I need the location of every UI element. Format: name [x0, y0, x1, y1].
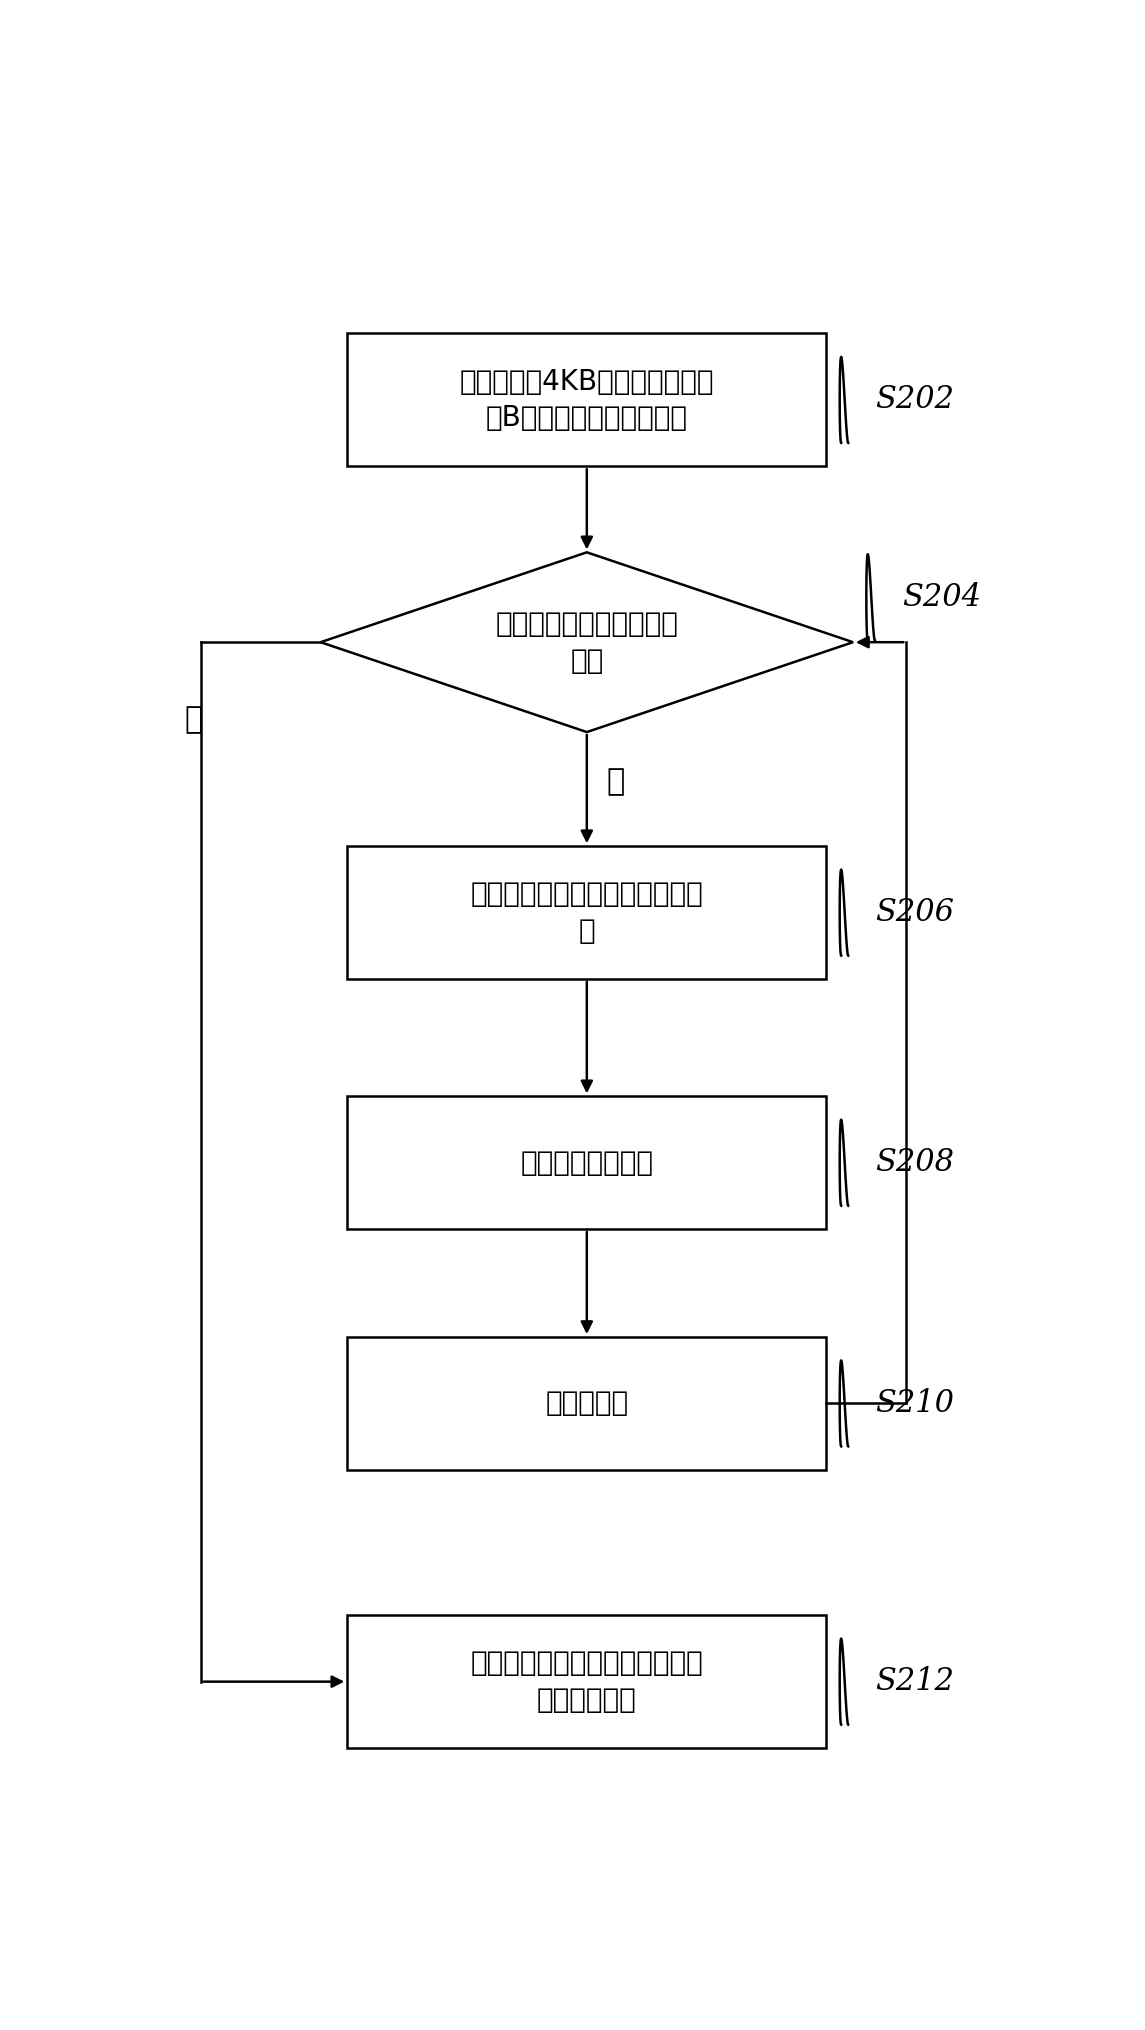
Polygon shape [321, 552, 853, 733]
Text: 更新桶的值: 更新桶的值 [545, 1389, 629, 1417]
Text: 初始化一个4KB的字节数组，记
为B，每个字节称为一个桶: 初始化一个4KB的字节数组，记 为B，每个字节称为一个桶 [459, 367, 714, 432]
Text: 根据最终更新得到的字节数组计
算独立用户数: 根据最终更新得到的字节数组计 算独立用户数 [471, 1648, 703, 1713]
Text: S206: S206 [875, 897, 954, 928]
Text: 否: 否 [184, 704, 203, 733]
Text: 获取桶号及桶的值: 获取桶号及桶的值 [520, 1149, 654, 1177]
Text: S204: S204 [902, 583, 981, 613]
FancyBboxPatch shape [347, 1616, 827, 1748]
Text: 计算待计算用户标识对应的哈希
值: 计算待计算用户标识对应的哈希 值 [471, 881, 703, 946]
FancyBboxPatch shape [347, 847, 827, 978]
Text: 判断是否存在待计算用户
标识: 判断是否存在待计算用户 标识 [496, 609, 678, 674]
Text: S212: S212 [875, 1667, 954, 1697]
Text: S210: S210 [875, 1389, 954, 1419]
FancyBboxPatch shape [347, 1096, 827, 1228]
Text: 是: 是 [607, 767, 624, 796]
FancyBboxPatch shape [347, 1338, 827, 1470]
Text: S208: S208 [875, 1147, 954, 1177]
Text: S202: S202 [875, 384, 954, 416]
FancyBboxPatch shape [347, 333, 827, 467]
